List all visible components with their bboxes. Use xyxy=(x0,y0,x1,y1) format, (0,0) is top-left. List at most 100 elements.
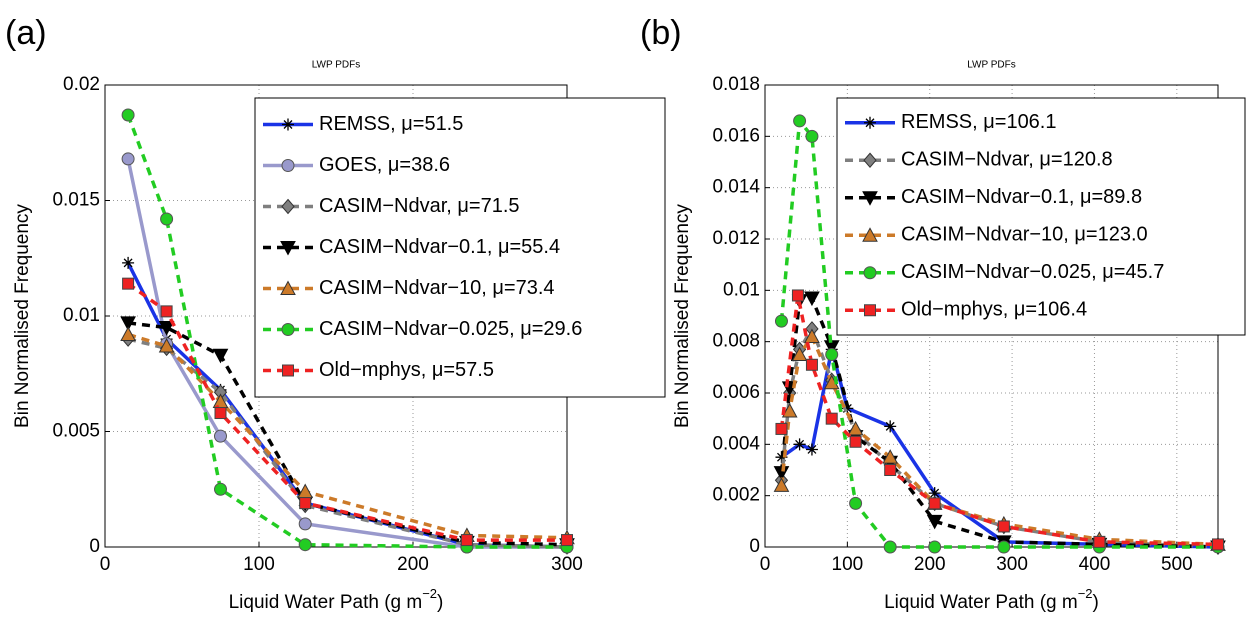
marker xyxy=(122,277,135,290)
x-tick-label: 0 xyxy=(100,554,111,575)
marker xyxy=(460,534,473,547)
x-axis-label-part: −2 xyxy=(422,586,437,601)
x-axis-label-part: Liquid Water Path (g m xyxy=(884,592,1078,613)
series-line xyxy=(127,321,568,547)
marker xyxy=(805,443,818,456)
marker xyxy=(773,466,790,481)
marker xyxy=(849,435,862,448)
legend-marker xyxy=(281,198,295,215)
y-tick-label: 0.018 xyxy=(712,74,760,95)
marker xyxy=(793,438,806,451)
legend-marker xyxy=(862,227,878,242)
marker xyxy=(298,538,312,552)
legend-marker xyxy=(280,241,296,256)
legend-label: CASIM−Ndvar−0.1, μ=55.4 xyxy=(319,236,560,258)
legend-label: CASIM−Ndvar, μ=71.5 xyxy=(319,195,520,217)
y-tick-label: 0.008 xyxy=(712,331,760,352)
legend-label: CASIM−Ndvar−0.1, μ=89.8 xyxy=(901,186,1142,208)
marker xyxy=(882,449,899,464)
marker xyxy=(561,534,573,547)
legend-label: CASIM−Ndvar−10, μ=73.4 xyxy=(319,277,555,299)
marker xyxy=(791,346,808,361)
marker xyxy=(214,407,227,420)
marker xyxy=(825,412,838,425)
marker xyxy=(158,321,175,336)
legend-marker xyxy=(281,159,295,172)
legend-label: CASIM−Ndvar−0.025, μ=45.7 xyxy=(901,261,1164,283)
marker xyxy=(121,152,135,166)
legend-label: CASIM−Ndvar−10, μ=123.0 xyxy=(901,224,1148,246)
legend-label: REMSS, μ=106.1 xyxy=(901,111,1057,133)
y-tick-label: 0.01 xyxy=(63,305,100,326)
marker xyxy=(1093,535,1106,548)
marker xyxy=(781,402,798,418)
legend-label: GOES, μ=38.6 xyxy=(319,154,450,176)
marker xyxy=(928,540,942,554)
marker xyxy=(773,477,790,492)
x-tick-label: 200 xyxy=(397,554,429,575)
legend-marker xyxy=(863,266,877,280)
series-line xyxy=(127,337,568,549)
y-tick-label: 0.014 xyxy=(712,177,760,198)
marker xyxy=(804,328,820,344)
marker xyxy=(805,358,818,371)
marker xyxy=(883,540,897,554)
legend-marker xyxy=(862,191,878,206)
x-tick-label: 400 xyxy=(1079,554,1111,575)
marker xyxy=(928,497,941,510)
chart-title: LWP PDFs xyxy=(967,60,1016,71)
marker xyxy=(120,326,136,341)
x-tick-label: 100 xyxy=(243,554,275,575)
legend-label: CASIM−Ndvar, μ=120.8 xyxy=(901,149,1113,171)
panel-label: (b) xyxy=(640,14,682,52)
legend-marker xyxy=(281,323,295,336)
legend-marker xyxy=(863,152,877,169)
marker xyxy=(120,316,136,331)
legend-label: Old−mphys, μ=57.5 xyxy=(319,359,494,381)
y-tick-label: 0 xyxy=(749,536,760,557)
marker xyxy=(825,348,839,361)
marker xyxy=(122,256,135,269)
series-line xyxy=(779,295,1219,547)
marker xyxy=(791,289,804,302)
marker xyxy=(804,291,820,307)
y-tick-label: 0.005 xyxy=(52,421,100,442)
y-tick-label: 0 xyxy=(89,536,100,557)
marker xyxy=(158,337,175,353)
legend-marker xyxy=(864,304,876,317)
legend-box xyxy=(836,97,1246,336)
marker xyxy=(212,348,229,364)
marker xyxy=(926,514,943,530)
series-line xyxy=(779,296,1219,549)
x-tick-label: 500 xyxy=(1161,554,1193,575)
marker xyxy=(805,129,819,143)
legend-marker xyxy=(282,118,294,131)
marker xyxy=(884,464,897,476)
marker xyxy=(775,422,788,435)
x-axis-label: Liquid Water Path (g m−2) xyxy=(229,586,444,613)
x-tick-label: 300 xyxy=(551,554,583,575)
marker xyxy=(884,420,897,433)
legend-marker xyxy=(280,280,296,295)
series-line xyxy=(127,332,568,540)
x-axis-label-part: Liquid Water Path (g m xyxy=(229,592,423,613)
legend-box xyxy=(254,97,666,398)
legend-marker xyxy=(864,116,876,129)
marker xyxy=(849,496,863,510)
marker xyxy=(774,314,788,328)
y-axis-label: Bin Normalised Frequency xyxy=(12,204,33,428)
marker xyxy=(160,212,174,226)
marker xyxy=(298,517,312,531)
legend-label: REMSS, μ=51.5 xyxy=(319,113,463,135)
marker xyxy=(997,540,1011,554)
series-line xyxy=(126,158,567,549)
x-tick-label: 100 xyxy=(832,554,864,575)
legend-label: CASIM−Ndvar−0.025, μ=29.6 xyxy=(319,318,582,340)
marker xyxy=(214,482,227,496)
x-tick-label: 300 xyxy=(996,554,1028,575)
marker xyxy=(1212,538,1224,551)
y-axis-label: Bin Normalised Frequency xyxy=(672,204,693,428)
y-tick-label: 0.002 xyxy=(712,485,760,506)
y-tick-label: 0.01 xyxy=(723,279,760,300)
series-line xyxy=(126,114,567,549)
